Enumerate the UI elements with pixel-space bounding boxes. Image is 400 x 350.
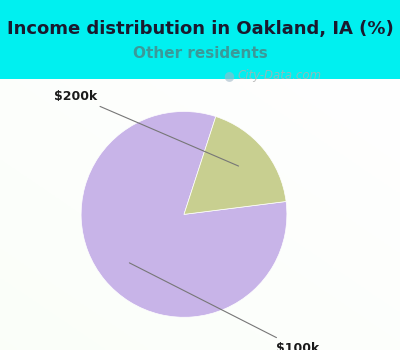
Wedge shape <box>81 112 287 317</box>
Text: Income distribution in Oakland, IA (%): Income distribution in Oakland, IA (%) <box>7 20 393 38</box>
Text: $100k: $100k <box>129 263 319 350</box>
Text: City-Data.com: City-Data.com <box>238 69 322 82</box>
Text: $200k: $200k <box>54 90 238 166</box>
Text: ●: ● <box>223 69 234 82</box>
Text: Other residents: Other residents <box>133 47 267 62</box>
Wedge shape <box>184 117 286 214</box>
